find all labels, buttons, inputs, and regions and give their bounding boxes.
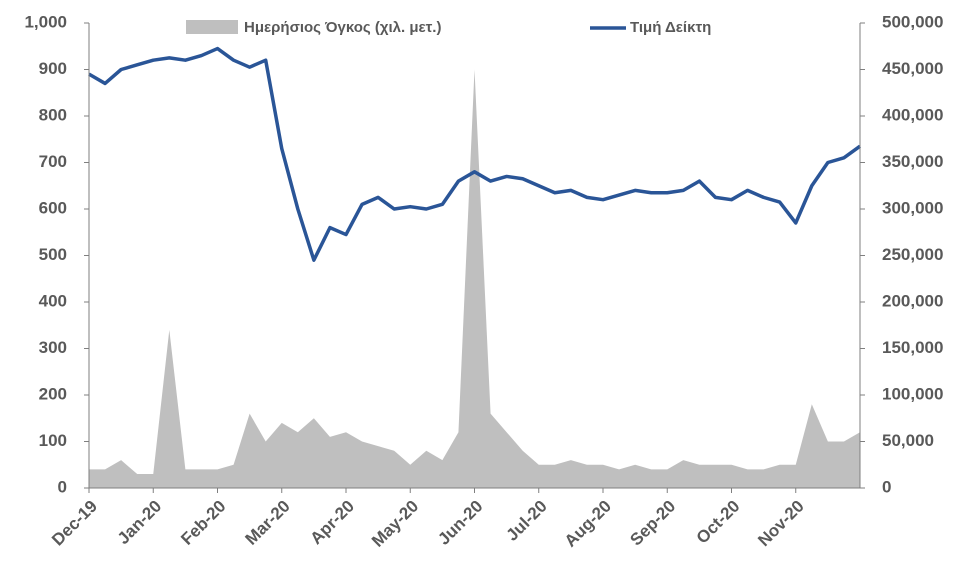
y2-tick-label: 150,000 xyxy=(882,338,943,357)
y-tick-label: 600 xyxy=(39,198,67,217)
y2-tick-label: 350,000 xyxy=(882,152,943,171)
y-tick-label: 800 xyxy=(39,105,67,124)
y2-tick-label: 450,000 xyxy=(882,59,943,78)
y-tick-label: 100 xyxy=(39,431,67,450)
y2-tick-label: 200,000 xyxy=(882,291,943,310)
x-tick-label: Jun-20 xyxy=(434,497,486,549)
y2-tick-label: 500,000 xyxy=(882,12,943,31)
y-tick-label: 0 xyxy=(58,477,67,496)
x-tick-label: Oct-20 xyxy=(693,497,744,548)
y2-tick-label: 0 xyxy=(882,477,891,496)
y-tick-label: 200 xyxy=(39,384,67,403)
price-line xyxy=(88,46,862,262)
y-tick-label: 700 xyxy=(39,152,67,171)
x-tick-label: Feb-20 xyxy=(177,497,229,549)
y-tick-label: 500 xyxy=(39,245,67,264)
x-tick-label: May-20 xyxy=(368,497,422,551)
y2-tick-label: 50,000 xyxy=(882,431,934,450)
x-tick-label: Jul-20 xyxy=(503,497,551,545)
legend-swatch xyxy=(186,20,238,34)
y2-tick-label: 400,000 xyxy=(882,105,943,124)
x-tick-label: Apr-20 xyxy=(306,497,358,549)
y2-tick-label: 300,000 xyxy=(882,198,943,217)
y-tick-label: 400 xyxy=(39,291,67,310)
y-tick-label: 300 xyxy=(39,338,67,357)
volume-area xyxy=(89,69,860,488)
y-tick-label: 900 xyxy=(39,59,67,78)
x-tick-label: Sep-20 xyxy=(626,497,679,550)
x-tick-label: Dec-19 xyxy=(48,497,101,550)
legend-label: Ημερήσιος Όγκος (χιλ. μετ.) xyxy=(244,19,441,36)
y-tick-label: 1,000 xyxy=(24,12,67,31)
x-tick-label: Jan-20 xyxy=(114,497,166,549)
x-tick-label: Aug-20 xyxy=(561,497,615,551)
x-tick-label: Nov-20 xyxy=(754,497,808,551)
y2-tick-label: 100,000 xyxy=(882,384,943,403)
y2-tick-label: 250,000 xyxy=(882,245,943,264)
legend-label: Τιμή Δείκτη xyxy=(630,19,711,36)
x-tick-label: Mar-20 xyxy=(242,497,294,549)
